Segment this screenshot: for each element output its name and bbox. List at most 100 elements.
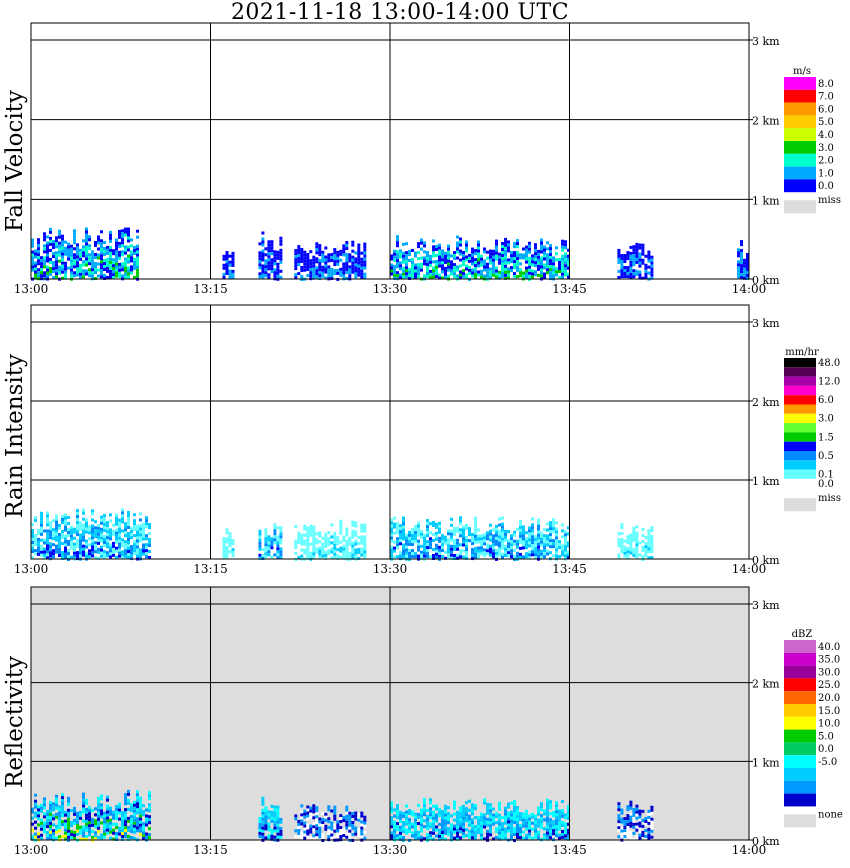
- heatmap-cell: [495, 548, 498, 552]
- heatmap-cell: [552, 274, 555, 278]
- heatmap-cell: [474, 555, 477, 559]
- heatmap-cell: [225, 260, 229, 263]
- heatmap-cell: [549, 262, 552, 266]
- heatmap-cell: [534, 261, 537, 265]
- heatmap-cell: [435, 537, 438, 541]
- heatmap-cell: [348, 268, 352, 272]
- heatmap-cell: [516, 809, 519, 812]
- heatmap-cell: [546, 253, 549, 257]
- heatmap-cell: [142, 831, 145, 835]
- heatmap-cell: [525, 546, 528, 550]
- heatmap-cell: [342, 828, 346, 831]
- heatmap-cell: [43, 271, 46, 275]
- heatmap-cell: [43, 830, 46, 834]
- heatmap-cell: [91, 259, 94, 263]
- heatmap-cell: [405, 536, 408, 540]
- heatmap-cell: [477, 537, 480, 541]
- heatmap-cell: [309, 262, 313, 266]
- heatmap-cell: [471, 830, 474, 834]
- heatmap-cell: [635, 251, 639, 255]
- legend-swatch: [784, 640, 816, 653]
- heatmap-cell: [225, 269, 229, 272]
- heatmap-cell: [507, 554, 510, 558]
- heatmap-cell: [258, 263, 262, 267]
- heatmap-cell: [617, 260, 621, 264]
- heatmap-cell: [94, 825, 97, 829]
- heatmap-cell: [70, 809, 73, 813]
- heatmap-cell: [423, 259, 426, 263]
- heatmap-cell: [52, 555, 55, 559]
- heatmap-cell: [88, 815, 91, 819]
- heatmap-cell: [85, 245, 88, 249]
- heatmap-cell: [225, 540, 229, 544]
- heatmap-cell: [459, 836, 462, 840]
- heatmap-cell: [58, 826, 61, 830]
- heatmap-cell: [103, 814, 106, 818]
- heatmap-cell: [417, 804, 420, 807]
- heatmap-cell: [393, 270, 396, 274]
- heatmap-cell: [294, 273, 298, 277]
- heatmap-cell: [459, 516, 462, 520]
- heatmap-cell: [76, 554, 79, 558]
- heatmap-cell: [477, 549, 480, 553]
- heatmap-cell: [91, 509, 94, 513]
- heatmap-cell: [127, 834, 130, 838]
- heatmap-cell: [564, 831, 567, 835]
- heatmap-cell: [546, 543, 549, 547]
- heatmap-cell: [100, 554, 103, 558]
- heatmap-cell: [737, 251, 740, 255]
- heatmap-cell: [441, 810, 444, 813]
- heatmap-cell: [130, 836, 133, 840]
- heatmap-cell: [270, 249, 274, 253]
- heatmap-cell: [231, 263, 235, 267]
- heatmap-cell: [617, 532, 621, 536]
- heatmap-cell: [638, 261, 642, 265]
- heatmap-cell: [453, 527, 456, 530]
- heatmap-cell: [360, 260, 364, 264]
- heatmap-cell: [34, 249, 37, 253]
- heatmap-cell: [462, 257, 465, 261]
- heatmap-cell: [267, 273, 271, 277]
- heatmap-cell: [222, 546, 226, 550]
- heatmap-cell: [513, 542, 516, 546]
- heatmap-cell: [357, 264, 361, 268]
- heatmap-cell: [94, 822, 97, 826]
- heatmap-cell: [549, 542, 552, 546]
- heatmap-cell: [525, 275, 528, 279]
- heatmap-cell: [136, 253, 139, 257]
- heatmap-cell: [465, 240, 468, 244]
- heatmap-cell: [342, 247, 346, 251]
- heatmap-cell: [399, 542, 402, 546]
- heatmap-cell: [303, 542, 307, 546]
- heatmap-cell: [420, 826, 423, 830]
- heatmap-cell: [743, 264, 746, 268]
- heatmap-cell: [115, 274, 118, 278]
- heatmap-cell: [333, 808, 337, 812]
- heatmap-cell: [393, 826, 396, 830]
- heatmap-cell: [426, 528, 429, 532]
- heatmap-cell: [456, 250, 459, 254]
- heatmap-cell: [46, 541, 49, 545]
- heatmap-cell: [49, 551, 52, 555]
- heatmap-cell: [402, 824, 405, 827]
- heatmap-cell: [142, 822, 145, 826]
- heatmap-cell: [348, 274, 352, 278]
- heatmap-cell: [273, 523, 277, 527]
- heatmap-cell: [360, 263, 364, 267]
- heatmap-cell: [644, 272, 648, 276]
- heatmap-cell: [632, 837, 636, 841]
- heatmap-cell: [537, 821, 540, 825]
- heatmap-cell: [441, 276, 444, 280]
- heatmap-cell: [737, 248, 740, 252]
- heatmap-cell: [273, 541, 277, 545]
- heatmap-cell: [79, 828, 82, 832]
- heatmap-cell: [620, 254, 624, 258]
- heatmap-cell: [145, 555, 148, 559]
- heatmap-cell: [273, 811, 277, 815]
- heatmap-cell: [644, 835, 648, 838]
- heatmap-cell: [279, 526, 283, 530]
- heatmap-cell: [336, 262, 340, 266]
- heatmap-cell: [46, 535, 49, 539]
- heatmap-cell: [402, 257, 405, 261]
- heatmap-cell: [109, 254, 112, 258]
